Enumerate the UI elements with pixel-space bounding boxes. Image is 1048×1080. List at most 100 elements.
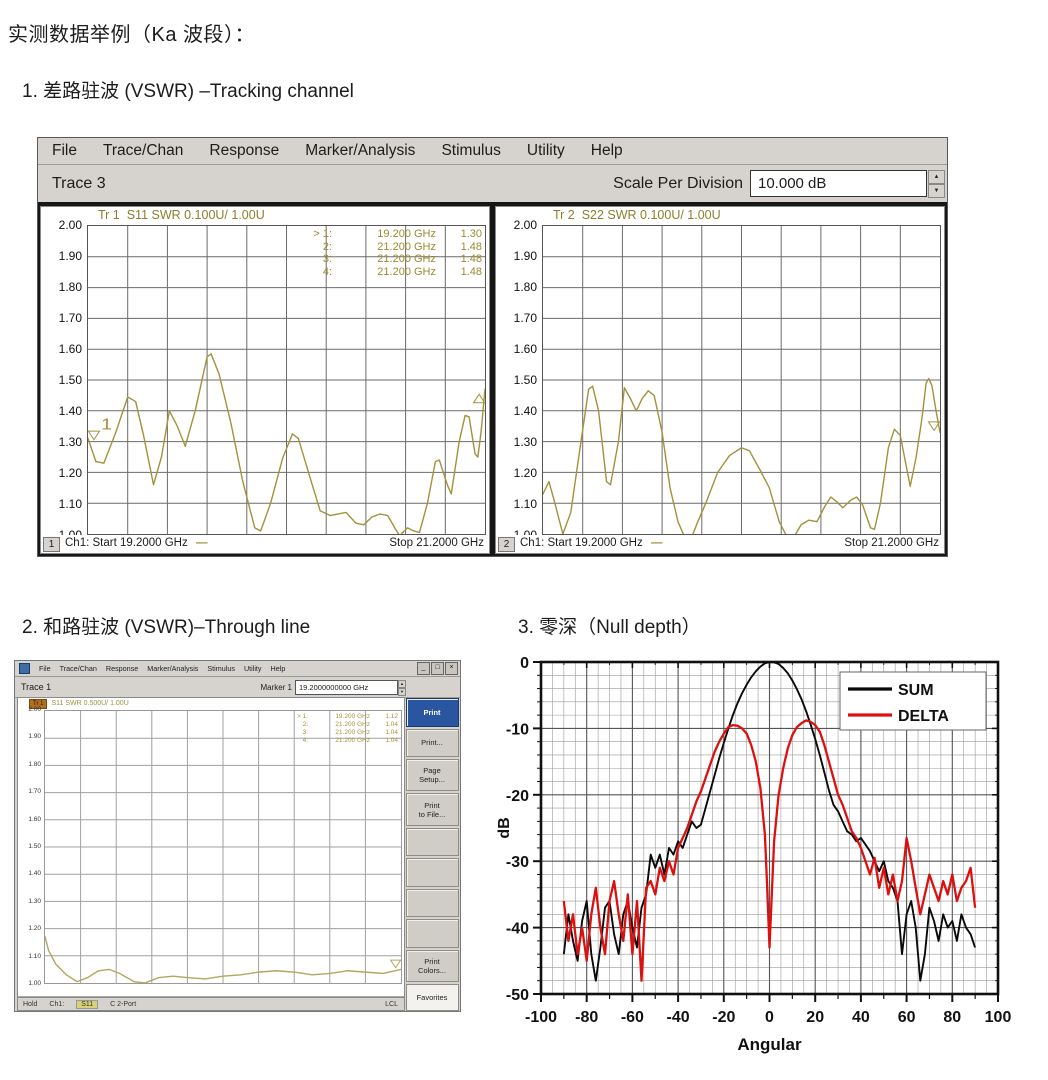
menu-file[interactable]: File — [52, 142, 77, 159]
trace-marker-bar: Trace 1 Marker 1 19.2000000000 GHz ▲ ▼ — [15, 677, 460, 698]
y-axis-tick: 1.20 — [58, 466, 82, 480]
menu-response[interactable]: Response — [209, 142, 280, 159]
blank-softkey[interactable] — [405, 858, 459, 887]
status-measurement: S11 — [76, 999, 99, 1009]
svg-text:dB: dB — [496, 817, 513, 838]
y-axis-tick: 1.00 — [28, 980, 41, 987]
s22-grid — [542, 225, 941, 535]
svg-text:-60: -60 — [621, 1009, 644, 1026]
y-axis-tick: 1.50 — [58, 373, 82, 387]
title-bar: File Trace/Chan Response Marker/Analysis… — [15, 661, 460, 677]
svg-text:0: 0 — [765, 1009, 774, 1026]
svg-text:-20: -20 — [712, 1009, 735, 1026]
channel-badge: 1 — [43, 537, 60, 552]
s11-grid: 1 > 1: 19.200 GHz 1.30 2: 21.200 GHz 1.48 3: 21… — [87, 225, 486, 535]
marker-row: 4: 21.200 GHz 1.04 — [302, 737, 398, 744]
vna-window-through-line: File Trace/Chan Response Marker/Analysis… — [14, 660, 461, 1012]
maximize-icon[interactable]: □ — [431, 662, 444, 675]
y-axis-tick: 1.90 — [28, 733, 41, 741]
menu-trace-chan[interactable]: Trace/Chan — [102, 142, 184, 159]
marker-value-input[interactable]: 19.2000000000 GHz — [295, 679, 398, 695]
marker-dash: — — [650, 537, 663, 549]
svg-text:1: 1 — [101, 415, 112, 432]
print-dialog-button[interactable]: Print... — [405, 728, 459, 758]
menu-file[interactable]: File — [39, 664, 51, 673]
y-axis-tick: 1.20 — [28, 925, 41, 933]
y-axis-tick: 1.30 — [513, 435, 537, 449]
s11-footer: 1 Ch1: Start 19.2000 GHz — Stop 21.2000 … — [41, 535, 489, 553]
print-colors-button[interactable]: Print Colors... — [405, 949, 459, 983]
menu-stimulus[interactable]: Stimulus — [207, 664, 235, 673]
y-axis-tick: 1.70 — [28, 788, 41, 796]
scale-spinner[interactable]: ▲ ▼ — [928, 170, 945, 198]
svg-text:20: 20 — [806, 1009, 824, 1026]
marker-dash: — — [195, 537, 208, 549]
marker-table: > 1: 19.200 GHz 1.12 2: 21.200 GHz 1.04 3: 21.2… — [290, 713, 398, 745]
sweep-start: Ch1: Start 19.2000 GHz — [65, 537, 188, 549]
null-depth-plot: -100 -80 -60 -40 -20 0 20 40 60 80 100 0 -10 -20 -30 -4… — [496, 655, 1012, 1054]
spin-up-icon[interactable]: ▲ — [398, 679, 406, 688]
s22-trace-plot — [543, 226, 940, 534]
s11-y-axis: 2.00 1.90 1.80 1.70 1.60 1.50 1.40 1.30 1.20 1.10… — [41, 218, 87, 542]
y-axis-tick: 1.40 — [513, 404, 537, 418]
menu-marker-analysis[interactable]: Marker/Analysis — [305, 142, 416, 159]
s11-through-panel: Tr 1 S11 SWR 0.500U/ 1.00U 2.00 1.90 1.80 1… — [17, 697, 405, 1011]
close-icon[interactable]: × — [445, 662, 458, 675]
page-setup-button[interactable]: Page Setup... — [405, 759, 459, 792]
y-axis-tick: 1.60 — [58, 342, 82, 356]
s11-panel-title: Tr 1 S11 SWR 0.100U/ 1.00U — [98, 208, 265, 222]
print-to-file-button[interactable]: Print to File... — [405, 793, 459, 826]
spin-down-icon[interactable]: ▼ — [928, 184, 945, 198]
menu-help[interactable]: Help — [270, 664, 286, 673]
vna-window-tracking: File Trace/Chan Response Marker/Analysis… — [37, 137, 948, 557]
minimize-icon[interactable]: _ — [417, 662, 430, 675]
menu-marker-analysis[interactable]: Marker/Analysis — [147, 664, 199, 673]
scale-per-division-label: Scale Per Division — [613, 174, 743, 192]
svg-text:-10: -10 — [506, 721, 529, 738]
marker-row: 2: 21.200 GHz 1.04 — [302, 721, 398, 728]
favorites-button[interactable]: Favorites — [405, 984, 459, 1011]
marker-row: 2: 21.200 GHz 1.48 — [322, 240, 482, 253]
blank-softkey[interactable] — [405, 919, 459, 948]
svg-text:SUM: SUM — [898, 682, 934, 699]
sweep-stop: Stop 21.2000 GHz — [844, 537, 939, 549]
menu-response[interactable]: Response — [105, 664, 139, 673]
svg-text:-30: -30 — [506, 854, 529, 871]
y-axis-tick: 1.80 — [28, 760, 41, 768]
svg-text:-40: -40 — [506, 921, 529, 938]
marker-spinner[interactable]: ▲ ▼ — [398, 679, 406, 696]
marker-row: 3: 21.200 GHz 1.48 — [322, 253, 482, 265]
y-axis-tick: 1.90 — [58, 249, 82, 263]
menu-trace-chan[interactable]: Trace/Chan — [59, 664, 97, 673]
svg-text:-100: -100 — [525, 1009, 557, 1026]
plot-zone: Tr 1 S11 SWR 0.100U/ 1.00U 2.00 1.90 1.80 1… — [38, 202, 947, 556]
y-axis-tick: 1.60 — [28, 815, 41, 823]
menu-stimulus[interactable]: Stimulus — [441, 142, 501, 159]
svg-text:80: 80 — [943, 1009, 961, 1026]
s22-panel-title: Tr 2 S22 SWR 0.100U/ 1.00U — [553, 208, 721, 222]
y-axis-tick: 1.50 — [513, 373, 537, 387]
app-icon — [19, 663, 30, 674]
menu-utility[interactable]: Utility — [526, 142, 565, 159]
blank-softkey[interactable] — [405, 888, 459, 918]
menu-help[interactable]: Help — [590, 142, 623, 159]
active-trace-label: Trace 3 — [52, 174, 106, 192]
menu-utility[interactable]: Utility — [243, 664, 262, 673]
section2-heading: 2. 和路驻波 (VSWR)–Through line — [22, 617, 311, 638]
marker-row: 4: 21.200 GHz 1.48 — [322, 265, 482, 278]
svg-text:100: 100 — [985, 1009, 1012, 1026]
print-button[interactable]: Print — [405, 698, 459, 727]
y-axis-tick: 1.90 — [513, 249, 537, 263]
blank-softkey[interactable] — [405, 827, 459, 857]
scale-input[interactable]: 10.000 dB — [750, 170, 927, 197]
window-controls: _ □ × — [417, 662, 458, 675]
y-axis-tick: 1.40 — [28, 870, 41, 878]
s11-panel: Tr 1 S11 SWR 0.100U/ 1.00U 2.00 1.90 1.80 1… — [40, 206, 490, 554]
status-cal: C 2-Port — [110, 1000, 137, 1008]
y-axis-tick: 1.30 — [28, 897, 41, 905]
marker-row: > 1: 19.200 GHz 1.30 — [313, 228, 482, 240]
spin-up-icon[interactable]: ▲ — [928, 170, 945, 184]
spin-down-icon[interactable]: ▼ — [398, 687, 406, 696]
null-depth-chart: -100 -80 -60 -40 -20 0 20 40 60 80 100 0 -10 -20 -30 -4… — [495, 648, 1048, 1062]
